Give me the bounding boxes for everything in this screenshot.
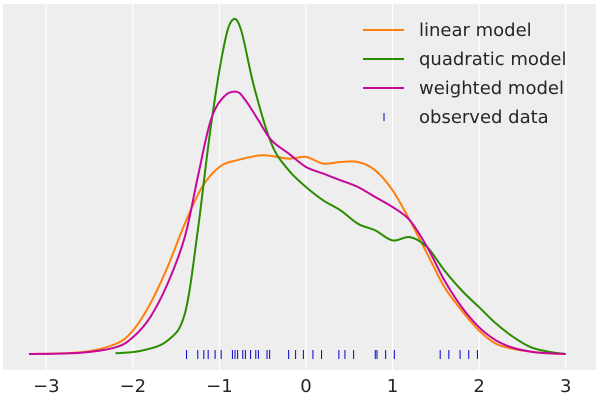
legend-label: linear model (419, 20, 532, 41)
x-axis-ticks: −3 −2 −1 0 1 2 3 (33, 376, 571, 397)
x-tick-label: 1 (387, 376, 398, 397)
x-tick-label: −3 (33, 376, 60, 397)
x-tick-label: 3 (560, 376, 571, 397)
linear-model-line (28, 154, 566, 355)
x-tick-label: −1 (206, 376, 233, 397)
x-tick-label: 0 (300, 376, 311, 397)
legend-label: quadratic model (419, 49, 566, 70)
legend-label: observed data (419, 107, 549, 128)
quadratic-model-line (115, 17, 566, 355)
x-tick-label: −2 (120, 376, 147, 397)
plot-area-background (3, 4, 596, 370)
legend: linear model quadratic model weighted mode… (363, 20, 566, 128)
weighted-model-line (28, 90, 566, 355)
observed-data-rug (186, 350, 478, 359)
legend-label: weighted model (419, 78, 564, 99)
x-tick-label: 2 (473, 376, 484, 397)
density-series (28, 17, 566, 355)
